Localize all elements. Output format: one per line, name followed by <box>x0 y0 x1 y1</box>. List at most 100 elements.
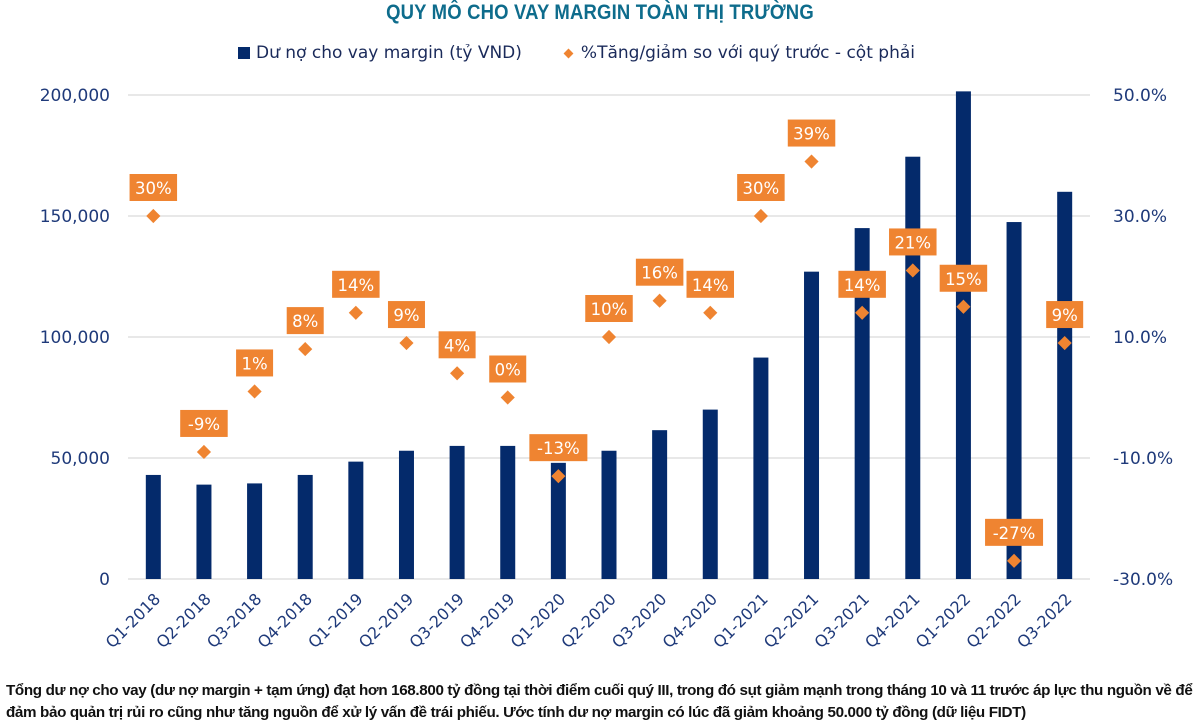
bar <box>297 474 313 579</box>
data-label-box <box>737 174 785 201</box>
data-label: 9% <box>393 306 419 325</box>
data-label-box <box>985 518 1044 546</box>
x-tick-label: Q3-2020 <box>608 589 670 651</box>
x-tick-label: Q4-2021 <box>861 589 923 651</box>
x-tick-label: Q1-2021 <box>709 589 771 651</box>
marker-diamond <box>500 390 515 405</box>
data-label: 8% <box>292 312 318 331</box>
x-tick-label: Q3-2019 <box>406 589 468 651</box>
bar <box>500 445 516 579</box>
data-label: 9% <box>1052 306 1078 325</box>
data-label-box <box>1046 301 1084 329</box>
marker-diamond <box>196 444 212 460</box>
data-label: 14% <box>844 276 881 295</box>
marker-diamond <box>1006 553 1022 568</box>
x-tick-label: Q4-2019 <box>456 589 518 651</box>
caption: Tổng dư nợ cho vay (dư nợ margin + tạm ứ… <box>6 682 1193 721</box>
data-label-box <box>180 409 228 437</box>
data-label-box <box>939 264 988 292</box>
data-label: 21% <box>894 233 931 252</box>
legend-item-marker: %Tăng/giảm so với quý trước - cột phải <box>562 43 915 63</box>
data-label: 14% <box>337 276 374 295</box>
marker-diamond <box>956 299 971 314</box>
data-label-box <box>635 258 684 286</box>
y-left-tick-label: 100,000 <box>40 328 110 348</box>
marker-diamond <box>703 305 718 320</box>
y-right-tick-label: 30.0% <box>1113 207 1167 227</box>
bar <box>196 484 212 579</box>
marker-diamond <box>804 154 819 169</box>
marker-diamond <box>905 263 920 278</box>
y-right-tick-label: 10.0% <box>1113 328 1167 348</box>
marker-diamond <box>601 329 617 345</box>
bar <box>955 91 971 580</box>
x-tick-label: Q1-2019 <box>304 589 366 651</box>
marker-diamond <box>298 342 313 357</box>
data-label-box <box>387 301 425 329</box>
data-label-box <box>236 349 274 377</box>
data-label: 1% <box>241 354 267 373</box>
bar <box>905 156 921 579</box>
data-label: 4% <box>444 336 470 355</box>
data-label: 39% <box>793 125 830 144</box>
bar-series <box>145 91 1073 580</box>
x-tick-label: Q2-2020 <box>557 589 619 651</box>
marker-diamond <box>399 335 414 351</box>
chart-title: QUY MÔ CHO VAY MARGIN TOÀN THỊ TRƯỜNG <box>386 1 814 24</box>
x-tick-label: Q1-2018 <box>102 589 164 651</box>
data-label: 16% <box>641 264 678 283</box>
data-label: 0% <box>495 361 521 380</box>
legend-bar-label: Dư nợ cho vay margin (tỷ VND) <box>256 43 522 63</box>
bar <box>702 409 718 579</box>
x-tick-label: Q2-2019 <box>355 589 417 651</box>
bar <box>247 483 263 579</box>
bar <box>804 271 820 579</box>
data-label-box <box>489 355 527 383</box>
y-axis-right: -30.0% -10.0% 10.0% 30.0% 50.0% <box>1113 86 1173 590</box>
y-left-tick-label: 150,000 <box>40 207 110 227</box>
data-label: -9% <box>188 415 220 434</box>
chart-area: 0 50,000 100,000 150,000 200,000 -30.0% -10.0… <box>40 86 1173 652</box>
x-tick-label: Q4-2020 <box>659 589 721 651</box>
x-tick-label: Q3-2018 <box>203 589 265 651</box>
legend-marker-label: %Tăng/giảm so với quý trước - cột phải <box>580 43 915 63</box>
data-label: 30% <box>135 179 172 198</box>
x-tick-label: Q1-2020 <box>507 589 569 651</box>
marker-diamond <box>348 305 363 320</box>
data-label: -27% <box>993 524 1036 543</box>
bar <box>145 474 161 579</box>
bar <box>753 357 769 579</box>
x-tick-label: Q2-2022 <box>962 589 1024 651</box>
data-label-box <box>889 228 937 256</box>
x-tick-label: Q4-2018 <box>254 589 316 651</box>
data-label-box <box>787 119 836 147</box>
bar <box>652 430 668 579</box>
marker-diamond <box>146 208 161 224</box>
marker-diamond <box>1057 335 1072 351</box>
data-label-box <box>686 270 735 298</box>
marker-diamond <box>753 208 768 224</box>
x-tick-label: Q3-2021 <box>811 589 873 651</box>
y-left-tick-label: 50,000 <box>51 449 110 469</box>
bar <box>398 450 414 579</box>
y-right-tick-label: -10.0% <box>1113 449 1173 469</box>
marker-diamond <box>652 293 667 308</box>
marker-diamond <box>450 366 465 381</box>
data-label-box <box>529 434 588 462</box>
data-label-box <box>838 270 886 298</box>
y-axis-left: 0 50,000 100,000 150,000 200,000 <box>40 86 110 590</box>
x-axis-labels: Q1-2018Q2-2018Q3-2018Q4-2018Q1-2019Q2-20… <box>102 589 1076 651</box>
y-right-tick-label: 50.0% <box>1113 86 1167 106</box>
data-label-box <box>286 307 324 335</box>
data-label-box <box>332 270 380 298</box>
data-label: -13% <box>537 439 580 458</box>
data-label-box <box>129 174 178 201</box>
data-label: 15% <box>945 270 982 289</box>
y-left-tick-label: 200,000 <box>40 86 110 106</box>
marker-diamond <box>855 305 870 320</box>
marker-series: 30% -9% 1% 8% 14% 9% 4% 0% -13% 10% 16% 14% 30% 39% 14… <box>129 119 1084 568</box>
x-tick-label: Q3-2022 <box>1013 589 1075 651</box>
x-tick-label: Q2-2021 <box>760 589 822 651</box>
x-tick-label: Q2-2018 <box>152 589 214 651</box>
bar <box>348 461 364 579</box>
